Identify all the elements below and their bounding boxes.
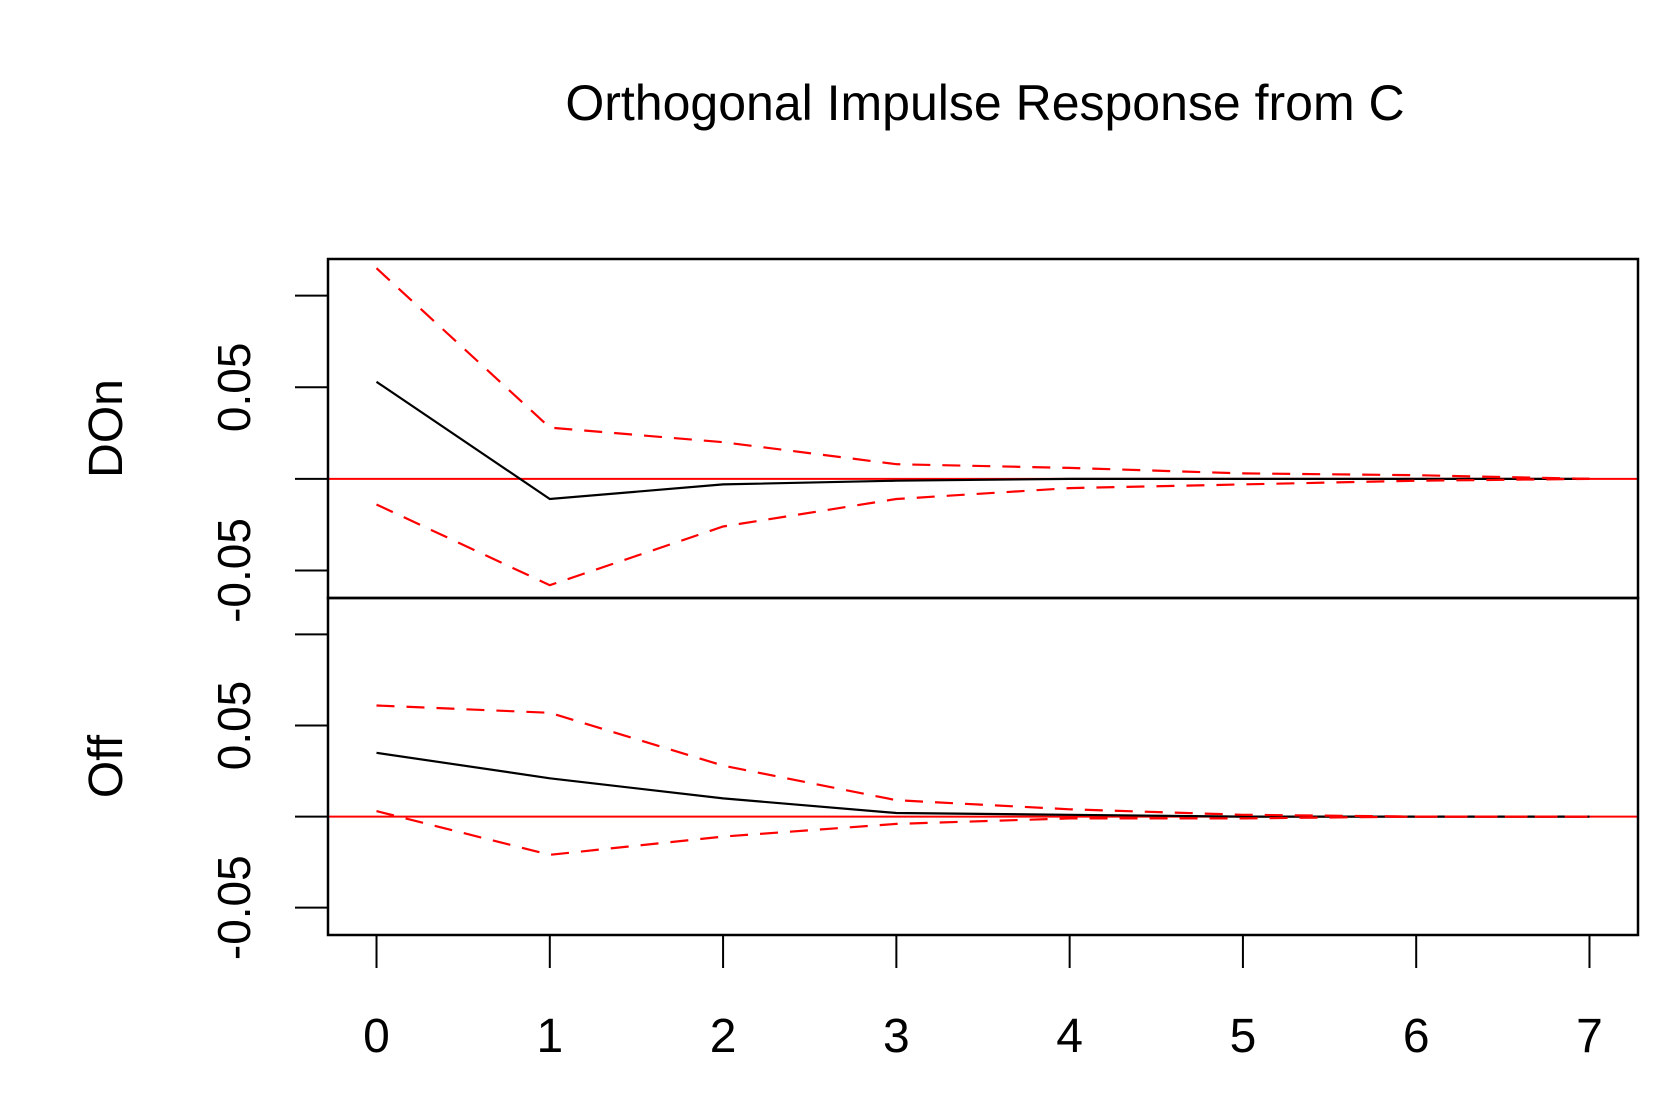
panel-frame: [326, 596, 1640, 937]
panels-layer: -0.05 0.05 DOn -0.05 0.05 Off: [80, 257, 1640, 960]
series-line-response: [376, 751, 1590, 818]
x-tick-label: 6: [1403, 1010, 1430, 1063]
series-line-upper: [375, 267, 1590, 480]
x-tick-label: 5: [1230, 1010, 1257, 1063]
chart-title: Orthogonal Impulse Response from C: [565, 75, 1404, 131]
series-line-lower: [376, 810, 1590, 856]
series-line-lower: [376, 477, 1590, 587]
panel-label: Off: [80, 734, 133, 798]
series-line-response: [375, 380, 1590, 501]
series-line-upper: [376, 704, 1590, 818]
x-tick-label: 0: [363, 1010, 390, 1063]
panel-off: -0.05 0.05 Off: [80, 596, 1640, 960]
y-tick-label: -0.05: [208, 855, 260, 960]
x-tick-label: 3: [883, 1010, 910, 1063]
panel-don: -0.05 0.05 DOn: [80, 257, 1640, 623]
panel-frame: [326, 257, 1640, 600]
x-tick-label: 7: [1576, 1010, 1603, 1063]
y-tick-label: -0.05: [208, 518, 260, 623]
x-tick-label: 1: [536, 1010, 563, 1063]
x-tick-label: 2: [710, 1010, 737, 1063]
panel-label: DOn: [80, 379, 133, 478]
y-tick-label: 0.05: [208, 343, 260, 433]
x-axis: 0 1 2 3 4 5 6 7: [363, 935, 1603, 1063]
y-tick-label: 0.05: [208, 681, 260, 771]
x-tick-label: 4: [1056, 1010, 1083, 1063]
